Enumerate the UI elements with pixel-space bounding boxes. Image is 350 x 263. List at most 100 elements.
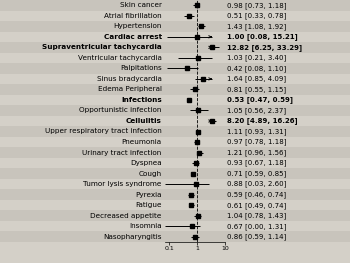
Text: 12.82 [6.25, 33.29]: 12.82 [6.25, 33.29] (228, 44, 303, 51)
Bar (0, 147, 165, 158)
Text: 0.98 [0.73, 1.18]: 0.98 [0.73, 1.18] (228, 2, 287, 9)
Text: Decreased appetite: Decreased appetite (90, 213, 162, 219)
Text: 1.11 [0.93, 1.31]: 1.11 [0.93, 1.31] (228, 128, 287, 135)
Bar (165, 95, 225, 105)
Text: 0.93 [0.67, 1.18]: 0.93 [0.67, 1.18] (228, 160, 287, 166)
Bar (225, 126, 350, 137)
Bar (225, 84, 350, 95)
Text: 0.61 [0.49, 0.74]: 0.61 [0.49, 0.74] (228, 202, 287, 209)
Bar (165, 105, 225, 116)
Text: 0.67 [0.00, 1.31]: 0.67 [0.00, 1.31] (228, 223, 287, 230)
Bar (225, 168, 350, 179)
Bar (225, 137, 350, 147)
Bar (225, 11, 350, 21)
Bar (165, 21, 225, 32)
Bar (165, 11, 225, 21)
Text: Urinary tract infection: Urinary tract infection (83, 150, 162, 155)
Bar (0, 11, 165, 21)
Bar (225, 74, 350, 84)
Bar (0, 95, 165, 105)
Text: 0.71 [0.59, 0.85]: 0.71 [0.59, 0.85] (228, 170, 287, 177)
Bar (0, 200, 165, 210)
Bar (165, 147, 225, 158)
Text: 1.43 [1.08, 1.92]: 1.43 [1.08, 1.92] (228, 23, 287, 30)
Bar (165, 95, 225, 105)
Bar (165, 126, 225, 137)
Text: Nasopharyngitis: Nasopharyngitis (103, 234, 162, 240)
Bar (165, 32, 225, 42)
Bar (165, 116, 225, 126)
Bar (165, 74, 225, 84)
Bar (225, 189, 350, 200)
Text: 0.59 [0.46, 0.74]: 0.59 [0.46, 0.74] (228, 191, 287, 198)
Bar (0, 231, 165, 242)
Bar (165, 42, 225, 53)
Text: 1.64 [0.85, 4.09]: 1.64 [0.85, 4.09] (228, 75, 287, 82)
Text: 0.42 [0.08, 1.10]: 0.42 [0.08, 1.10] (228, 65, 287, 72)
Bar (0, 221, 165, 231)
Bar (0, 105, 165, 116)
Bar (225, 179, 350, 189)
Bar (165, 137, 225, 147)
Bar (225, 147, 350, 158)
Text: Hypertension: Hypertension (113, 23, 162, 29)
Bar (0, 84, 165, 95)
Bar (165, 32, 225, 42)
Text: 1.05 [0.56, 2.37]: 1.05 [0.56, 2.37] (228, 107, 287, 114)
Bar (165, 189, 225, 200)
Bar (165, 221, 225, 231)
Bar (165, 179, 225, 189)
Bar (225, 42, 350, 53)
Bar (165, 210, 225, 221)
Bar (165, 221, 225, 231)
Text: 0.97 [0.78, 1.18]: 0.97 [0.78, 1.18] (228, 139, 287, 145)
Bar (225, 32, 350, 42)
Text: Cellulitis: Cellulitis (126, 118, 162, 124)
Bar (165, 231, 225, 242)
Bar (225, 95, 350, 105)
Text: 1.00 [0.08, 15.21]: 1.00 [0.08, 15.21] (228, 33, 298, 40)
Bar (0, 21, 165, 32)
Text: 0.53 [0.47, 0.59]: 0.53 [0.47, 0.59] (228, 97, 294, 103)
Text: 1.04 [0.78, 1.43]: 1.04 [0.78, 1.43] (228, 212, 287, 219)
Bar (0, 116, 165, 126)
Text: Sinus bradycardia: Sinus bradycardia (97, 76, 162, 82)
Bar (225, 21, 350, 32)
Bar (165, 200, 225, 210)
Bar (165, 53, 225, 63)
Bar (165, 179, 225, 189)
Bar (0, 32, 165, 42)
Bar (0, 53, 165, 63)
Bar (165, 42, 225, 53)
Bar (165, 231, 225, 242)
Text: Cardiac arrest: Cardiac arrest (104, 34, 162, 40)
Bar (0, 63, 165, 74)
Bar (165, 147, 225, 158)
Text: 1.03 [0.21, 3.40]: 1.03 [0.21, 3.40] (228, 54, 287, 61)
Text: Edema Peripheral: Edema Peripheral (98, 87, 162, 92)
Bar (165, 126, 225, 137)
Bar (0, 210, 165, 221)
Text: 8.20 [4.89, 16.26]: 8.20 [4.89, 16.26] (228, 118, 298, 124)
Bar (225, 231, 350, 242)
Text: Fatigue: Fatigue (135, 202, 162, 208)
Bar (225, 158, 350, 168)
Text: Palpitations: Palpitations (120, 65, 162, 71)
Bar (165, 168, 225, 179)
Bar (0, 179, 165, 189)
Text: Insomnia: Insomnia (129, 223, 162, 229)
Bar (0, 42, 165, 53)
Bar (165, 84, 225, 95)
Bar (0, 158, 165, 168)
Bar (165, 0, 225, 11)
Bar (165, 0, 225, 11)
Bar (225, 221, 350, 231)
Bar (0, 137, 165, 147)
Bar (0, 0, 165, 11)
Text: Upper respiratory tract infection: Upper respiratory tract infection (45, 129, 162, 134)
Bar (165, 53, 225, 63)
Bar (225, 210, 350, 221)
Bar (165, 63, 225, 74)
Text: 0.81 [0.55, 1.15]: 0.81 [0.55, 1.15] (228, 86, 287, 93)
Bar (165, 210, 225, 221)
